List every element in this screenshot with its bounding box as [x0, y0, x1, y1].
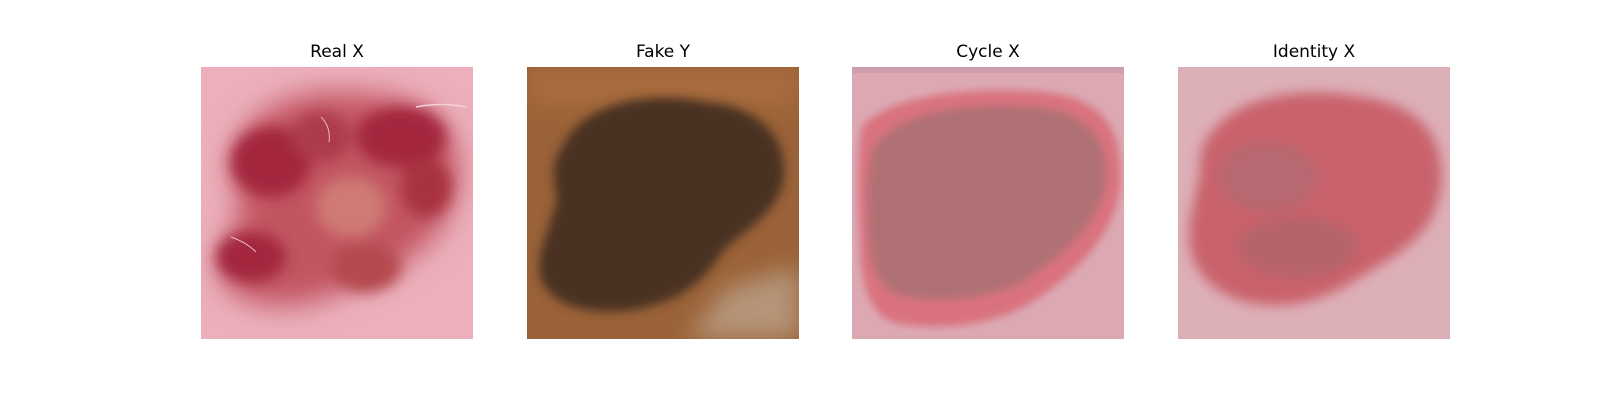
panel-title-real-x: Real X	[201, 40, 473, 64]
panel-title-identity-x: Identity X	[1178, 40, 1450, 64]
panel-title-fake-y: Fake Y	[527, 40, 799, 64]
panel-title-cycle-x: Cycle X	[852, 40, 1124, 64]
skin-lesion-fake-image	[527, 67, 799, 339]
skin-lesion-identity-image	[1178, 67, 1450, 339]
skin-lesion-cycle-image	[852, 67, 1124, 339]
skin-lesion-real-image	[201, 67, 473, 339]
